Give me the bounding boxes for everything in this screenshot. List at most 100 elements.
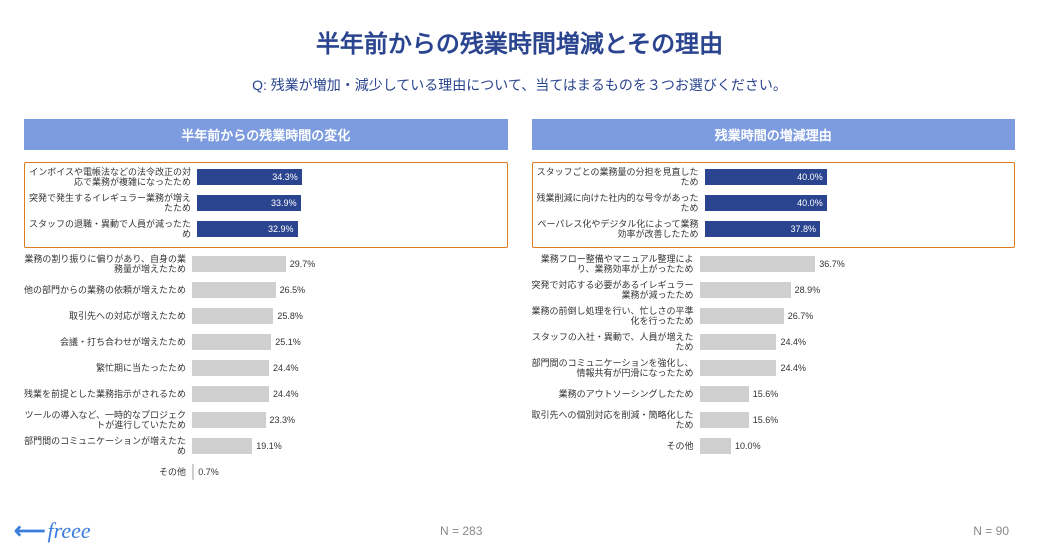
bar-track: 24.4% bbox=[700, 360, 1016, 376]
bar-label: 業務フロー整備やマニュアル整理により、業務効率が上がったため bbox=[532, 254, 700, 275]
bar-value: 25.8% bbox=[277, 311, 303, 321]
bar-fill bbox=[700, 438, 732, 454]
bar-value: 15.6% bbox=[753, 389, 779, 399]
bar-track: 23.3% bbox=[192, 412, 508, 428]
highlight-box: スタッフごとの業務量の分担を見直したため40.0%残業削減に向けた社内的な号令が… bbox=[532, 162, 1016, 248]
bar-track: 32.9% bbox=[197, 221, 503, 237]
bar-row: その他10.0% bbox=[532, 436, 1016, 456]
bar-value: 40.0% bbox=[797, 172, 823, 182]
chart-right: 残業時間の増減理由 スタッフごとの業務量の分担を見直したため40.0%残業削減に… bbox=[532, 119, 1016, 488]
bar-fill bbox=[700, 282, 791, 298]
bar-row: 会議・打ち合わせが増えたため 25.1% bbox=[24, 332, 508, 352]
bar-row: 業務フロー整備やマニュアル整理により、業務効率が上がったため 36.7% bbox=[532, 254, 1016, 274]
bar-fill bbox=[700, 386, 749, 402]
bar-fill bbox=[192, 282, 276, 298]
logo-arrow-icon: ⟵ bbox=[14, 518, 46, 544]
bar-track: 25.8% bbox=[192, 308, 508, 324]
bar-label: 繁忙期に当たったため bbox=[24, 363, 192, 373]
chart-left: 半年前からの残業時間の変化 インボイスや電帳法などの法令改正の対応で業務が複雑に… bbox=[24, 119, 508, 488]
bar-row: 業務の前倒し処理を行い、忙しさの平準化を行ったため 26.7% bbox=[532, 306, 1016, 326]
n-label-left: N = 283 bbox=[440, 524, 482, 538]
bar-value: 36.7% bbox=[819, 259, 845, 269]
bar-value: 10.0% bbox=[735, 441, 761, 451]
bar-value: 15.6% bbox=[753, 415, 779, 425]
bar-fill bbox=[700, 256, 816, 272]
bar-track: 37.8% bbox=[705, 221, 1011, 237]
bar-track: 24.4% bbox=[700, 334, 1016, 350]
bar-track: 36.7% bbox=[700, 256, 1016, 272]
bar-row: 他の部門からの業務の依頼が増えたため 26.5% bbox=[24, 280, 508, 300]
bar-label: ペーパレス化やデジタル化によって業務効率が改善したため bbox=[537, 219, 705, 240]
bar-row: スタッフの退職・異動で人員が減ったため 32.9% bbox=[29, 219, 503, 239]
bar-fill bbox=[192, 308, 273, 324]
bar-track: 40.0% bbox=[705, 195, 1011, 211]
charts-container: 半年前からの残業時間の変化 インボイスや電帳法などの法令改正の対応で業務が複雑に… bbox=[0, 95, 1039, 488]
bar-label: インボイスや電帳法などの法令改正の対応で業務が複雑になったため bbox=[29, 167, 197, 188]
bar-fill bbox=[700, 308, 784, 324]
bar-label: 突発で対応する必要があるイレギュラー業務が減ったため bbox=[532, 280, 700, 301]
bar-value: 37.8% bbox=[790, 224, 816, 234]
bar-fill bbox=[192, 334, 271, 350]
bar-track: 26.7% bbox=[700, 308, 1016, 324]
bar-track: 15.6% bbox=[700, 386, 1016, 402]
bar-label: 他の部門からの業務の依頼が増えたため bbox=[24, 285, 192, 295]
bar-fill bbox=[192, 464, 194, 480]
bar-value: 24.4% bbox=[780, 363, 806, 373]
bar-row: 部門間のコミュニケーションを強化し、情報共有が円滑になったため 24.4% bbox=[532, 358, 1016, 378]
bar-track: 28.9% bbox=[700, 282, 1016, 298]
bar-fill bbox=[192, 412, 266, 428]
bar-fill bbox=[192, 256, 286, 272]
bar-value: 26.7% bbox=[788, 311, 814, 321]
chart-left-header: 半年前からの残業時間の変化 bbox=[24, 119, 508, 150]
highlight-box: インボイスや電帳法などの法令改正の対応で業務が複雑になったため34.3% 突発で発… bbox=[24, 162, 508, 248]
bar-value: 32.9% bbox=[268, 224, 294, 234]
bar-value: 25.1% bbox=[275, 337, 301, 347]
bar-fill bbox=[192, 386, 269, 402]
bar-fill bbox=[700, 412, 749, 428]
logo-text: freee bbox=[48, 518, 91, 544]
bar-value: 19.1% bbox=[256, 441, 282, 451]
bar-row: 繁忙期に当たったため 24.4% bbox=[24, 358, 508, 378]
bar-value: 24.4% bbox=[780, 337, 806, 347]
bar-track: 29.7% bbox=[192, 256, 508, 272]
bar-fill bbox=[700, 334, 777, 350]
bar-label: スタッフごとの業務量の分担を見直したため bbox=[537, 167, 705, 188]
bar-row: 残業削減に向けた社内的な号令があったため40.0% bbox=[537, 193, 1011, 213]
bar-value: 26.5% bbox=[280, 285, 306, 295]
bar-label: スタッフの退職・異動で人員が減ったため bbox=[29, 219, 197, 240]
bar-row: インボイスや電帳法などの法令改正の対応で業務が複雑になったため34.3% bbox=[29, 167, 503, 187]
chart-right-header: 残業時間の増減理由 bbox=[532, 119, 1016, 150]
bar-fill bbox=[192, 438, 252, 454]
bar-track: 19.1% bbox=[192, 438, 508, 454]
bar-track: 10.0% bbox=[700, 438, 1016, 454]
bar-label: 残業削減に向けた社内的な号令があったため bbox=[537, 193, 705, 214]
bar-value: 24.4% bbox=[273, 363, 299, 373]
bar-value: 33.9% bbox=[271, 198, 297, 208]
bar-label: 業務の割り振りに偏りがあり、自身の業務量が増えたため bbox=[24, 254, 192, 275]
page-subtitle: Q: 残業が増加・減少している理由について、当てはまるものを３つお選びください。 bbox=[0, 75, 1039, 95]
bar-label: ツールの導入など、一時的なプロジェクトが進行していたため bbox=[24, 410, 192, 431]
bar-label: 業務のアウトソーシングしたため bbox=[532, 389, 700, 399]
bar-row: その他 0.7% bbox=[24, 462, 508, 482]
bar-value: 0.7% bbox=[198, 467, 219, 477]
bar-label: 部門間のコミュニケーションが増えたため bbox=[24, 436, 192, 457]
bar-track: 0.7% bbox=[192, 464, 508, 480]
bar-label: 会議・打ち合わせが増えたため bbox=[24, 337, 192, 347]
bar-row: ツールの導入など、一時的なプロジェクトが進行していたため23.3% bbox=[24, 410, 508, 430]
bar-label: 部門間のコミュニケーションを強化し、情報共有が円滑になったため bbox=[532, 358, 700, 379]
bar-label: 取引先への対応が増えたため bbox=[24, 311, 192, 321]
bar-label: 業務の前倒し処理を行い、忙しさの平準化を行ったため bbox=[532, 306, 700, 327]
bar-value: 24.4% bbox=[273, 389, 299, 399]
bar-row: 突発で発生するイレギュラー業務が増えたため33.9% bbox=[29, 193, 503, 213]
bar-label: 取引先への個別対応を削減・簡略化したため bbox=[532, 410, 700, 431]
bar-value: 28.9% bbox=[795, 285, 821, 295]
bar-track: 25.1% bbox=[192, 334, 508, 350]
bar-label: その他 bbox=[24, 467, 192, 477]
bar-track: 34.3% bbox=[197, 169, 503, 185]
bar-row: 取引先への個別対応を削減・簡略化したため 15.6% bbox=[532, 410, 1016, 430]
bar-row: 残業を前提とした業務指示がされるため24.4% bbox=[24, 384, 508, 404]
page-title: 半年前からの残業時間増減とその理由 bbox=[0, 0, 1039, 59]
bar-fill bbox=[192, 360, 269, 376]
bar-row: スタッフごとの業務量の分担を見直したため 40.0% bbox=[537, 167, 1011, 187]
chart-right-bars: スタッフごとの業務量の分担を見直したため40.0%残業削減に向けた社内的な号令が… bbox=[532, 162, 1016, 456]
